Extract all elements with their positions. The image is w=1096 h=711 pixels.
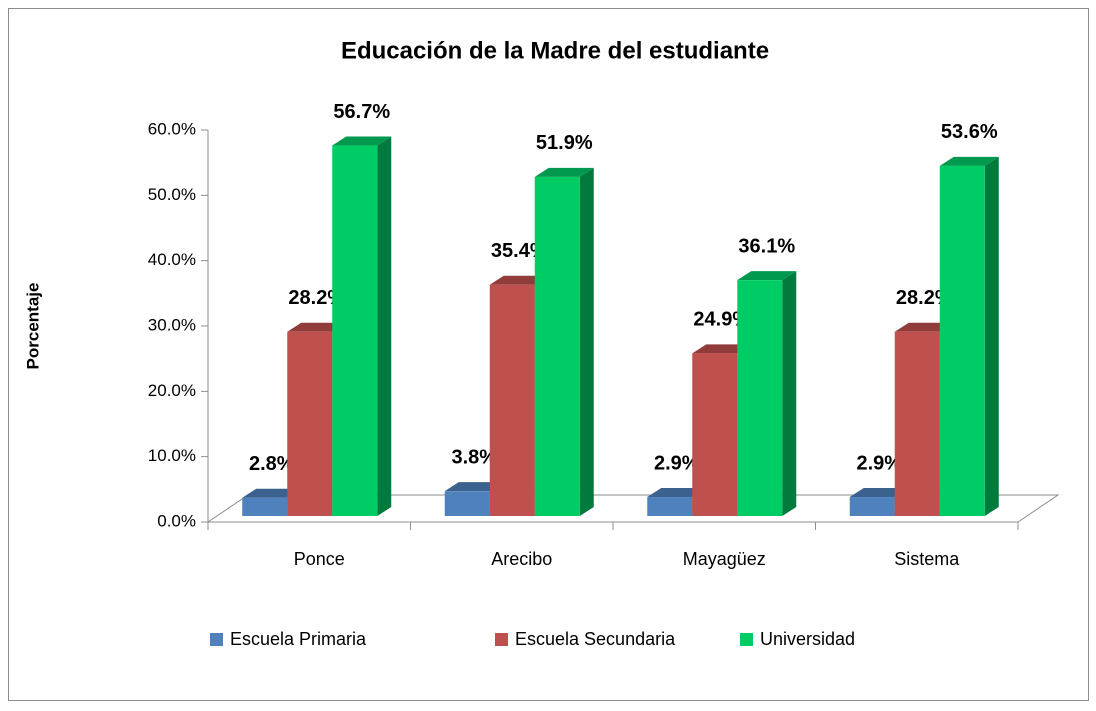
floor xyxy=(206,494,1060,523)
bar-top xyxy=(287,322,347,332)
value-label: 36.1% xyxy=(738,235,795,257)
bar xyxy=(332,145,378,516)
x-tick-label: Ponce xyxy=(294,549,345,569)
bar-top xyxy=(894,322,954,332)
bar-top xyxy=(332,136,392,146)
y-tick-label: 0.0% xyxy=(157,511,196,530)
value-label: 51.9% xyxy=(536,132,593,154)
bar-top xyxy=(849,488,909,498)
bar xyxy=(737,280,783,516)
y-tick-label: 20.0% xyxy=(148,381,196,400)
bar-top xyxy=(242,488,302,498)
y-tick-label: 60.0% xyxy=(148,119,196,138)
value-label: 35.4% xyxy=(491,240,548,262)
legend-swatch xyxy=(495,633,508,646)
bar xyxy=(849,497,895,516)
legend-label: Universidad xyxy=(760,629,855,649)
value-label: 53.6% xyxy=(941,121,998,143)
bar xyxy=(489,284,535,516)
bar-top xyxy=(444,482,504,492)
y-tick-label: 10.0% xyxy=(148,446,196,465)
value-label: 2.9% xyxy=(856,452,902,474)
bar-top xyxy=(647,488,707,498)
value-label: 2.8% xyxy=(249,453,295,475)
value-label: 2.9% xyxy=(654,452,700,474)
bar xyxy=(647,497,693,516)
bar-top xyxy=(692,344,752,354)
bar-side xyxy=(377,136,392,516)
x-tick-label: Sistema xyxy=(894,549,960,569)
value-label: 28.2% xyxy=(896,287,953,309)
y-tick-label: 30.0% xyxy=(148,315,196,334)
legend-swatch xyxy=(740,633,753,646)
bar-top xyxy=(737,271,797,281)
x-tick-label: Mayagüez xyxy=(683,549,766,569)
x-tick-label: Arecibo xyxy=(491,549,552,569)
bar xyxy=(894,331,940,516)
bar xyxy=(692,353,738,516)
bar xyxy=(534,176,580,517)
bar xyxy=(939,165,985,516)
y-tick-label: 50.0% xyxy=(148,185,196,204)
value-label: 24.9% xyxy=(693,309,750,331)
bar-side xyxy=(782,271,797,516)
bar xyxy=(287,331,333,516)
bar-top xyxy=(534,167,594,177)
y-tick-label: 40.0% xyxy=(148,250,196,269)
y-axis-label: Porcentaje xyxy=(23,283,42,370)
legend-swatch xyxy=(210,633,223,646)
bar xyxy=(242,497,288,516)
bar xyxy=(444,491,490,516)
value-label: 28.2% xyxy=(288,287,345,309)
chart-title: Educación de la Madre del estudiante xyxy=(341,37,769,64)
bar-top xyxy=(489,275,549,285)
legend-label: Escuela Secundaria xyxy=(515,629,676,649)
value-label: 3.8% xyxy=(451,446,497,468)
bar-side xyxy=(984,156,999,516)
legend-label: Escuela Primaria xyxy=(230,629,367,649)
bar-side xyxy=(579,167,594,517)
bar-top xyxy=(939,156,999,166)
value-label: 56.7% xyxy=(333,101,390,123)
